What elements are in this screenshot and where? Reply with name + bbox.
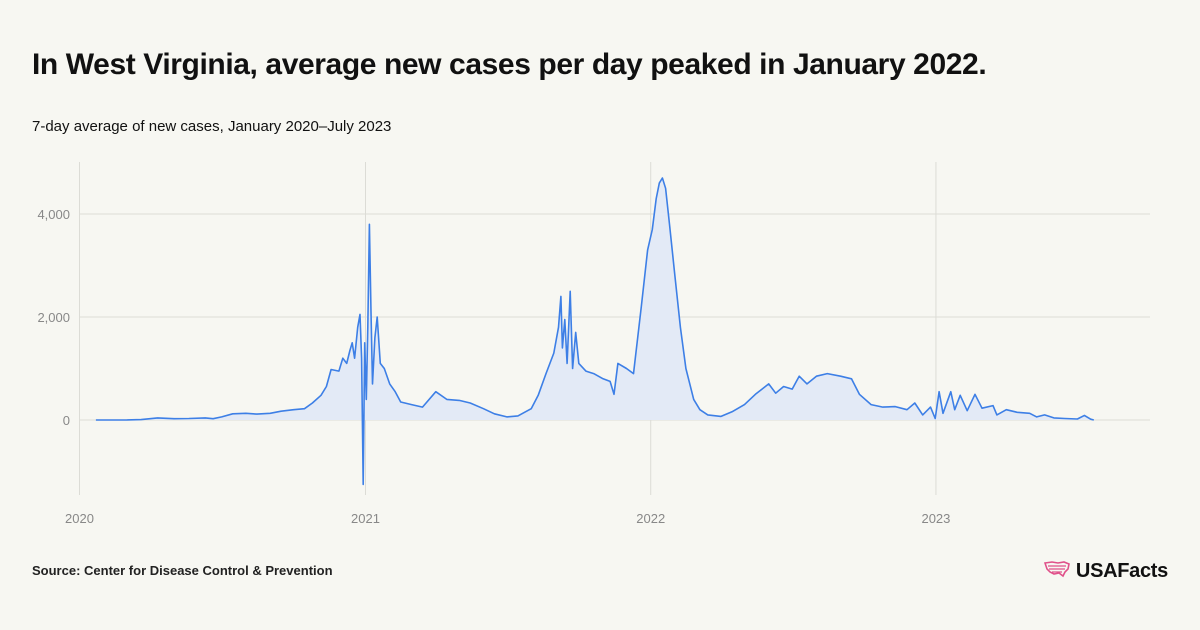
series-line bbox=[95, 177, 1094, 486]
series-area bbox=[95, 178, 1094, 485]
chart-title: In West Virginia, average new cases per … bbox=[32, 48, 987, 81]
y-tick-label: 4,000 bbox=[37, 207, 70, 222]
y-tick-label: 2,000 bbox=[37, 310, 70, 325]
x-tick-label: 2023 bbox=[921, 511, 950, 526]
chart-subtitle: 7-day average of new cases, January 2020… bbox=[32, 118, 392, 135]
x-tick-label: 2020 bbox=[65, 511, 94, 526]
us-map-icon bbox=[1043, 560, 1070, 583]
y-tick-label: 0 bbox=[63, 413, 70, 428]
x-tick-label: 2022 bbox=[636, 511, 665, 526]
x-tick-label: 2021 bbox=[351, 511, 380, 526]
brand-name: USAFacts bbox=[1075, 560, 1168, 582]
grid-layer bbox=[79, 162, 1150, 495]
brand-logo[interactable]: USAFacts bbox=[1043, 560, 1168, 583]
source-note: Source: Center for Disease Control & Pre… bbox=[32, 563, 333, 578]
tick-layer: 0 2,000 4,000 2020 2021 2022 2023 bbox=[37, 207, 950, 526]
